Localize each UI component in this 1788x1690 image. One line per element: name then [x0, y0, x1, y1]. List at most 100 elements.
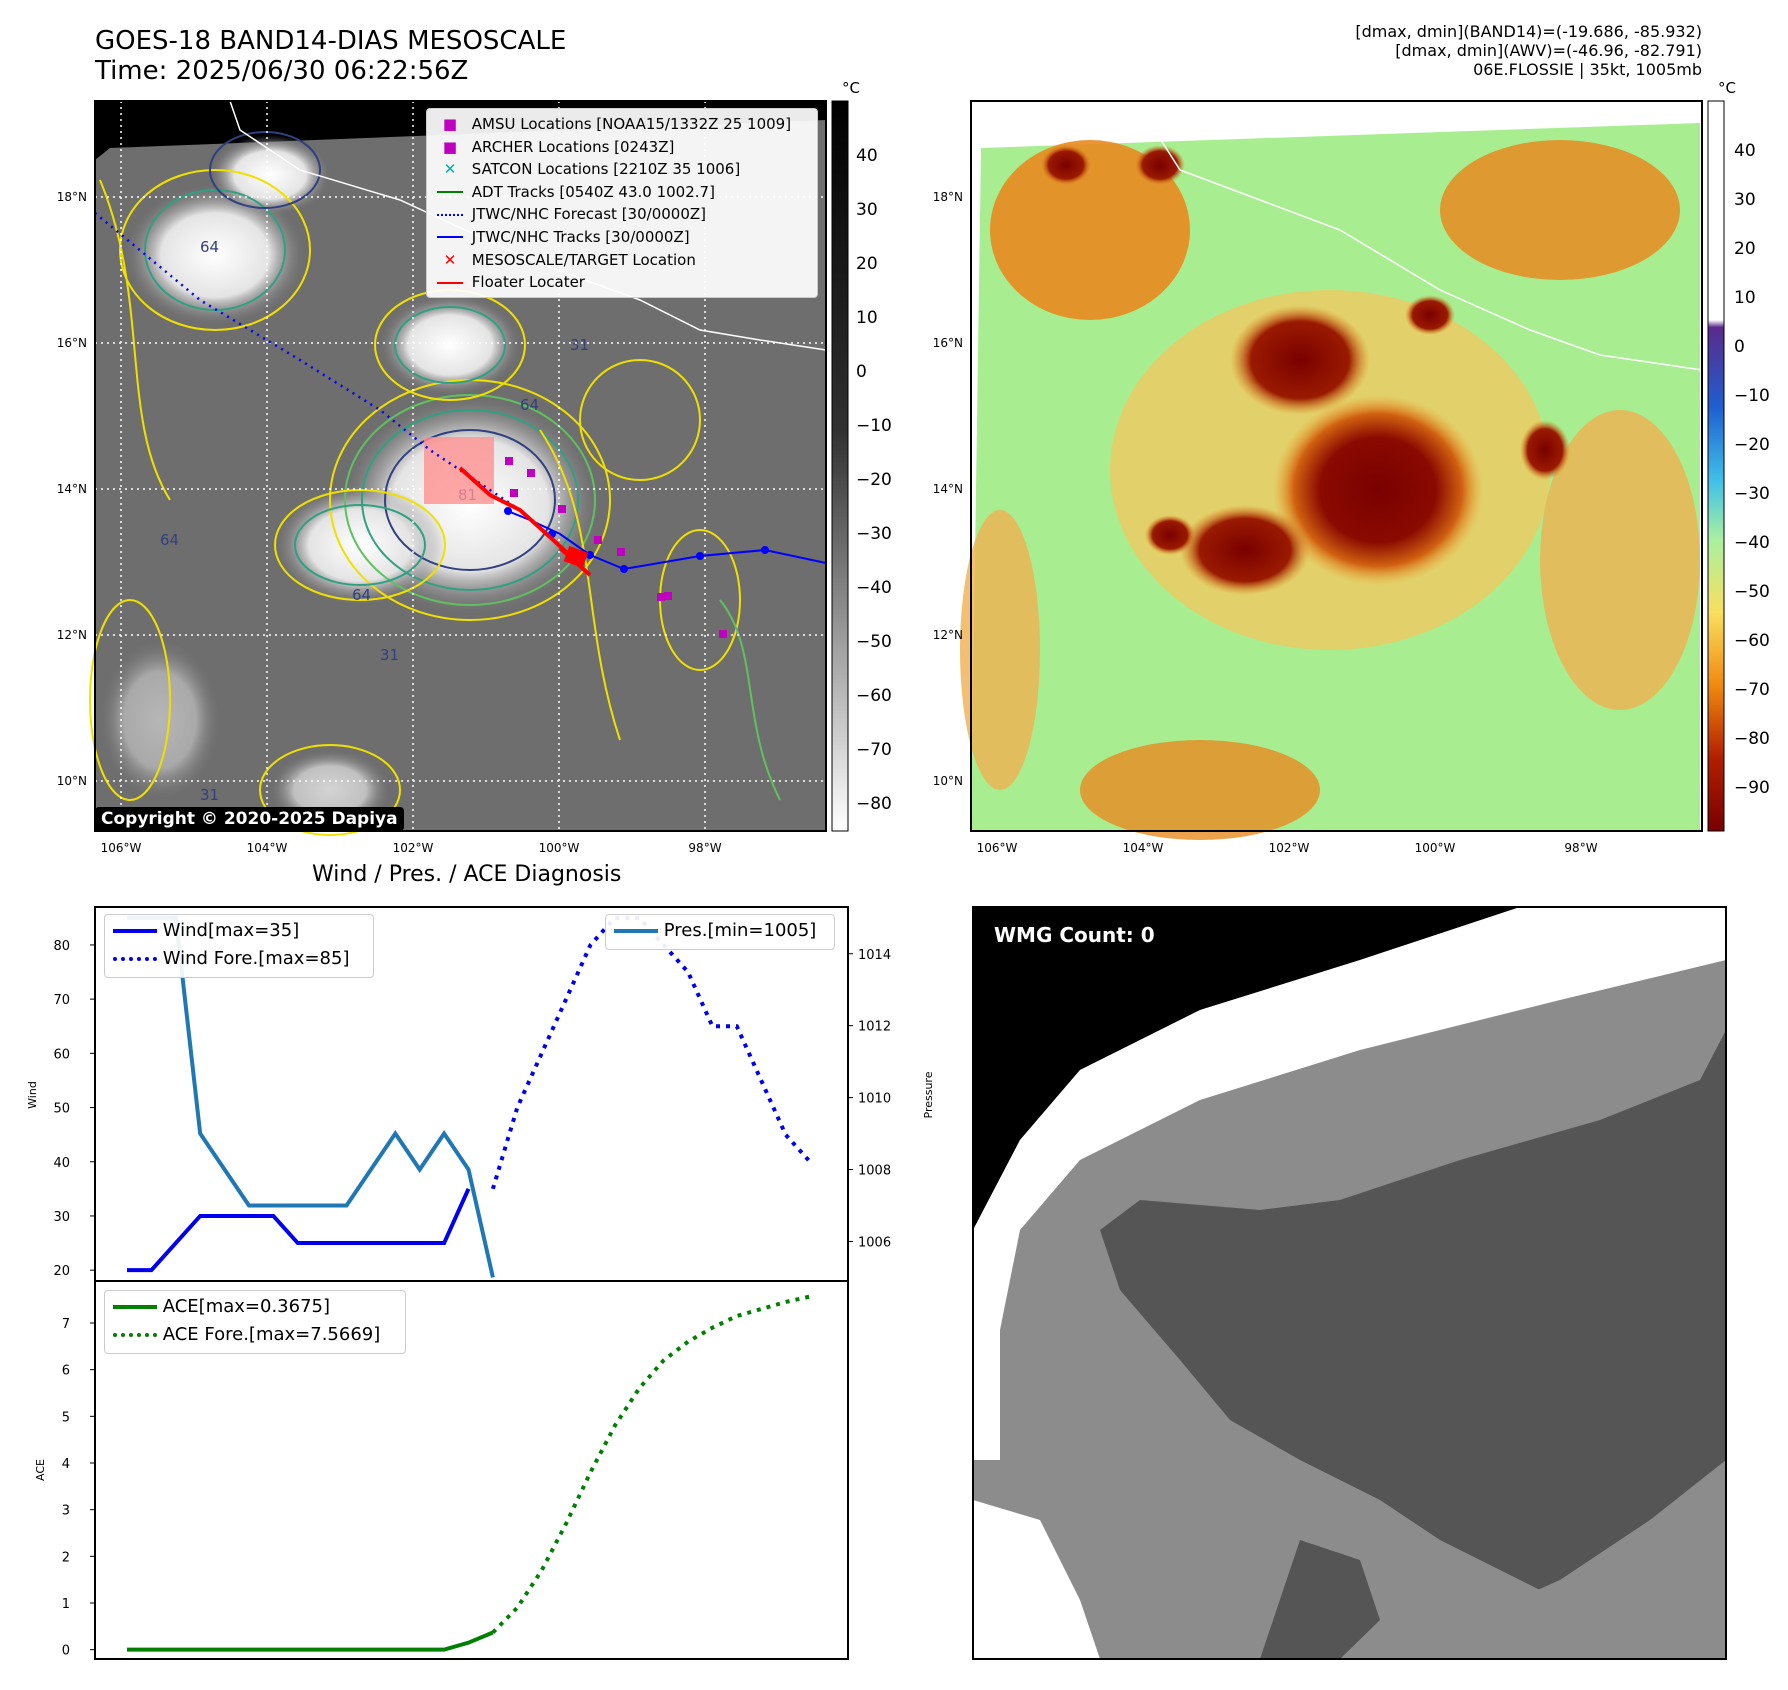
svg-text:−10: −10 — [1734, 386, 1770, 406]
square-marker-icon: ■ — [442, 137, 458, 156]
wind-tick-label: 80 — [53, 939, 70, 954]
svg-text:40: 40 — [856, 146, 878, 166]
ace-legend: ACE[max=0.3675] ACE Fore.[max=7.5669] — [104, 1290, 406, 1354]
svg-text:12°N: 12°N — [933, 628, 963, 642]
svg-text:16°N: 16°N — [57, 336, 87, 350]
svg-text:−70: −70 — [1734, 680, 1770, 700]
svg-text:98°W: 98°W — [688, 841, 721, 855]
svg-text:64: 64 — [352, 586, 371, 604]
wmg-map-image — [973, 907, 1726, 1659]
svg-text:−40: −40 — [1734, 533, 1770, 553]
awv-coastline — [1160, 139, 1703, 371]
svg-text:104°W: 104°W — [1123, 841, 1164, 855]
ir-colorbar: °C 40 30 20 10 0 −10 −20 −30 −40 −50 −60… — [831, 79, 892, 832]
svg-text:10°N: 10°N — [933, 774, 963, 788]
svg-text:18°N: 18°N — [933, 190, 963, 204]
map-legend-label: ADT Tracks [0540Z 43.0 1002.7] — [471, 182, 715, 201]
pressure-tick-label: 1006 — [858, 1235, 891, 1250]
ace-tick-label: 1 — [62, 1597, 70, 1612]
awv-lon-labels: 106°W 104°W 102°W 100°W 98°W — [977, 841, 1598, 855]
stats-block: [dmax, dmin](BAND14)=(-19.686, -85.932) … — [1355, 22, 1702, 79]
svg-text:100°W: 100°W — [1415, 841, 1456, 855]
svg-text:20: 20 — [856, 254, 878, 274]
contour-lines — [89, 131, 781, 836]
svg-text:−60: −60 — [1734, 631, 1770, 651]
wind-tick-label: 30 — [53, 1210, 70, 1225]
forecast-track — [94, 212, 521, 512]
svg-text:16°N: 16°N — [933, 336, 963, 350]
svg-text:−30: −30 — [856, 524, 892, 544]
svg-text:10: 10 — [1734, 288, 1756, 308]
pressure-tick-label: 1008 — [858, 1164, 891, 1179]
ace-tick-label: 3 — [62, 1504, 70, 1519]
svg-text:40: 40 — [1734, 141, 1756, 161]
svg-text:64: 64 — [200, 238, 219, 256]
svg-text:31: 31 — [570, 336, 589, 354]
wind-legend: Wind[max=35] Wind Fore.[max=85] — [104, 914, 374, 978]
wind-tick-label: 20 — [53, 1264, 70, 1279]
line-dot-icon — [433, 226, 467, 249]
svg-text:−50: −50 — [856, 632, 892, 652]
svg-text:12°N: 12°N — [57, 628, 87, 642]
map-legend-label: AMSU Locations [NOAA15/1332Z 25 1009] — [471, 115, 792, 133]
svg-text:30: 30 — [1734, 190, 1756, 210]
svg-text:−20: −20 — [1734, 435, 1770, 455]
svg-text:°C: °C — [1718, 79, 1736, 97]
svg-text:−10: −10 — [856, 416, 892, 436]
title-line-time: Time: 2025/06/30 06:22:56Z — [95, 56, 469, 86]
svg-text:106°W: 106°W — [977, 841, 1018, 855]
svg-text:31: 31 — [380, 646, 399, 664]
ace-series-line-0 — [127, 1630, 494, 1652]
map-legend-item: ✕ SATCON Locations [2210Z 35 1006] — [433, 158, 811, 181]
svg-text:−80: −80 — [1734, 729, 1770, 749]
ace-tick-label: 7 — [62, 1317, 70, 1332]
wind-legend-item: Wind[max=35] — [113, 917, 365, 945]
svg-text:−90: −90 — [1734, 778, 1770, 798]
dotted-line-icon — [433, 203, 467, 226]
wind-tick-label: 70 — [53, 993, 70, 1008]
wind-axis-label: Wind — [26, 1081, 39, 1109]
svg-text:20: 20 — [1734, 239, 1756, 259]
pressure-axis-label: Pressure — [922, 1071, 935, 1118]
ace-marks: 0 1 2 3 4 5 6 7 — [62, 1294, 811, 1659]
title-line-product: GOES-18 BAND14-DIAS MESOSCALE — [95, 26, 567, 56]
map-legend-label: JTWC/NHC Tracks [30/0000Z] — [471, 227, 690, 246]
floater-locator-track — [458, 466, 592, 577]
map-legend-item: JTWC/NHC Tracks [30/0000Z] — [433, 226, 811, 249]
map-legend-label: MESOSCALE/TARGET Location — [471, 250, 696, 269]
pressure-tick-label: 1014 — [858, 948, 891, 963]
ir-colorbar-ticks: 40 30 20 10 0 −10 −20 −30 −40 −50 −60 −7… — [856, 146, 892, 814]
map-legend-item: ■ AMSU Locations [NOAA15/1332Z 25 1009] — [433, 113, 811, 136]
svg-text:106°W: 106°W — [101, 841, 142, 855]
wind-fore-legend-item: Wind Fore.[max=85] — [113, 945, 365, 973]
ir-lat-labels: 18°N 16°N 14°N 12°N 10°N — [57, 190, 87, 788]
pressure-tick-label: 1012 — [858, 1020, 891, 1035]
diagnosis-title: Wind / Pres. / ACE Diagnosis — [312, 862, 622, 887]
ace-tick-label: 6 — [62, 1364, 70, 1379]
svg-text:18°N: 18°N — [57, 190, 87, 204]
svg-text:0: 0 — [856, 362, 867, 382]
svg-text:100°W: 100°W — [539, 841, 580, 855]
svg-text:14°N: 14°N — [57, 482, 87, 496]
svg-text:−70: −70 — [856, 740, 892, 760]
map-legend-label: SATCON Locations [2210Z 35 1006] — [471, 160, 741, 179]
svg-text:30: 30 — [856, 200, 878, 220]
svg-text:64: 64 — [520, 396, 539, 414]
wind-tick-label: 50 — [53, 1102, 70, 1117]
map-legend-item: ADT Tracks [0540Z 43.0 1002.7] — [433, 181, 811, 204]
svg-text:102°W: 102°W — [393, 841, 434, 855]
svg-text:0: 0 — [1734, 337, 1745, 357]
ir-map-frame — [94, 100, 827, 832]
awv-map-image — [960, 101, 1702, 840]
svg-text:104°W: 104°W — [247, 841, 288, 855]
map-legend-item: ✕ MESOSCALE/TARGET Location — [433, 249, 811, 272]
amsu-archer-markers — [505, 457, 727, 638]
awv-colorbar-ticks: 40 30 20 10 0 −10 −20 −30 −40 −50 −60 −7… — [1734, 141, 1770, 798]
pressure-legend: Pres.[min=1005] — [605, 914, 835, 950]
svg-text:−30: −30 — [1734, 484, 1770, 504]
ace-fore-legend-item: ACE Fore.[max=7.5669] — [113, 1321, 397, 1349]
ir-lon-labels: 106°W 104°W 102°W 100°W 98°W — [101, 841, 722, 855]
ace-tick-label: 0 — [62, 1644, 70, 1659]
mesoscale-target-marker — [563, 546, 589, 568]
